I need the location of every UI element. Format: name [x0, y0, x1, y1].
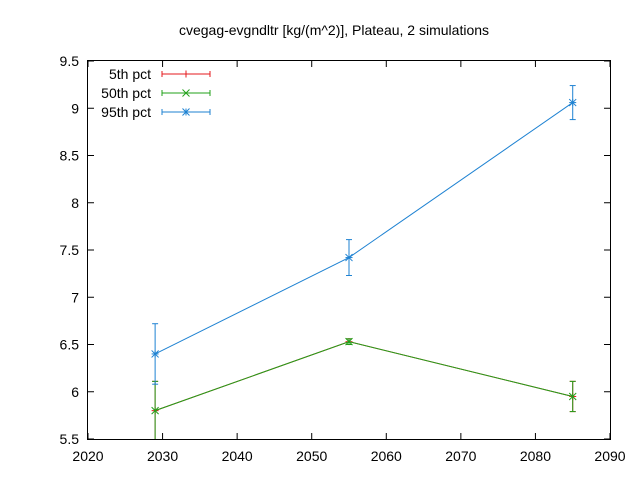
data-point: [151, 350, 159, 358]
plot-frame: [87, 60, 611, 440]
y-tick-label: 5.5: [60, 431, 80, 447]
data-point-d2: [345, 337, 353, 346]
legend-marker-d2: [182, 108, 190, 116]
y-tick-label: 9.5: [60, 53, 80, 69]
legend-label: 50th pct: [101, 85, 151, 101]
y-tick-label: 7.5: [60, 242, 80, 258]
series-line: [154, 341, 573, 412]
data-point-d2: [568, 98, 577, 107]
legend-marker: [182, 70, 190, 78]
x-tick-label: 2060: [371, 448, 402, 464]
legend: 5th pct 50th pct 95th pct: [101, 66, 211, 120]
series-1: [151, 338, 577, 439]
data-point-d2: [151, 350, 159, 358]
x-tick-label: 2040: [222, 448, 253, 464]
x-tick-label: 2050: [296, 448, 327, 464]
y-tick-label: 7: [71, 289, 79, 305]
legend-item: 95th pct: [101, 104, 211, 120]
legend-label: 95th pct: [101, 104, 151, 120]
y-tick-label: 9: [71, 100, 79, 116]
data-point: [568, 98, 577, 107]
legend-item: 50th pct: [101, 85, 211, 101]
series-2: [151, 337, 577, 439]
x-tick-label: 2090: [594, 448, 625, 464]
x-tick-label: 2070: [445, 448, 476, 464]
series-3: [151, 85, 577, 385]
series-layer: [151, 85, 577, 439]
legend-marker-d2: [182, 89, 190, 97]
legend-marker: [182, 108, 190, 116]
data-point-d2: [568, 392, 577, 401]
y-tick-label: 8.5: [60, 148, 80, 164]
y-tick-label: 8: [71, 195, 79, 211]
legend-item: 5th pct: [109, 66, 211, 82]
x-tick-label: 2030: [147, 448, 178, 464]
series-line: [154, 341, 573, 412]
data-point-d2: [151, 406, 159, 415]
x-tick-label: 2080: [520, 448, 551, 464]
y-tick-label: 6: [71, 384, 79, 400]
legend-label: 5th pct: [109, 66, 151, 82]
data-point: [151, 406, 159, 415]
series-line: [154, 102, 573, 355]
chart-title: cvegag-evgndltr [kg/(m^2)], Plateau, 2 s…: [179, 22, 489, 38]
data-point-d2: [345, 253, 353, 262]
y-tick-label: 6.5: [60, 337, 80, 353]
legend-marker: [182, 89, 190, 97]
data-point: [568, 392, 577, 401]
axes: 2020 2030 2040 2050 2060 2070 2080 2090 5.5 6 6.5 7…: [60, 53, 626, 464]
data-point: [345, 337, 353, 346]
x-tick-label: 2020: [72, 448, 103, 464]
data-point: [345, 253, 353, 262]
